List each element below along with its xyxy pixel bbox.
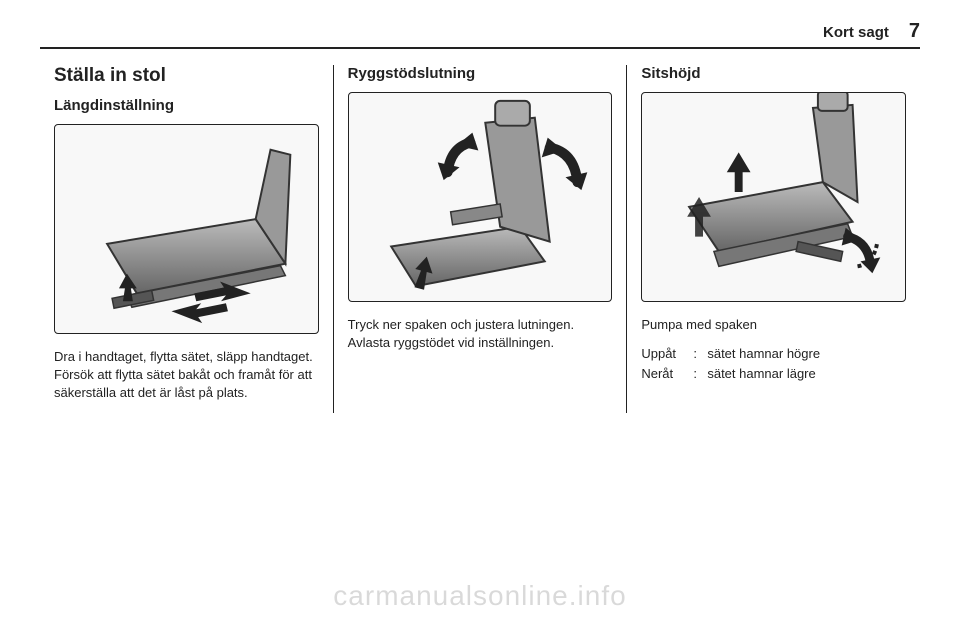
recline-subtitle: Ryggstödslutning [348,65,613,82]
def-term: Uppåt [641,344,687,364]
figure-longitudinal [54,124,319,334]
height-definitions: Uppåt : sätet hamnar högre Neråt : sätet… [641,344,906,383]
seat-longitudinal-illustration [55,125,318,333]
seat-adjust-title: Ställa in stol [54,65,319,87]
def-desc: sätet hamnar högre [707,344,820,364]
height-caption: Pumpa med spaken [641,316,906,334]
def-desc: sätet hamnar lägre [707,364,815,384]
header-page-number: 7 [909,20,920,43]
longitudinal-caption: Dra i handtaget, flytta sätet, släpp han… [54,348,319,403]
def-colon: : [693,344,701,364]
header-section-title: Kort sagt [823,24,889,41]
content-columns: Ställa in stol Längdinställning [40,65,920,413]
longitudinal-subtitle: Längdinställning [54,97,319,114]
recline-caption: Tryck ner spaken och justera lutningen. … [348,316,613,352]
page-header: Kort sagt 7 [40,20,920,49]
column-2: Ryggstödslutning [333,65,627,413]
def-row: Neråt : sätet hamnar lägre [641,364,906,384]
page-container: Kort sagt 7 Ställa in stol Längdinställn… [40,0,920,413]
height-subtitle: Sitshöjd [641,65,906,82]
column-1: Ställa in stol Längdinställning [40,65,333,413]
figure-height [641,92,906,302]
def-row: Uppåt : sätet hamnar högre [641,344,906,364]
def-colon: : [693,364,701,384]
seat-height-illustration [642,93,905,301]
column-3: Sitshöjd [626,65,920,413]
watermark-text: carmanualsonline.info [0,580,960,612]
figure-recline [348,92,613,302]
def-term: Neråt [641,364,687,384]
seat-recline-illustration [349,93,612,301]
